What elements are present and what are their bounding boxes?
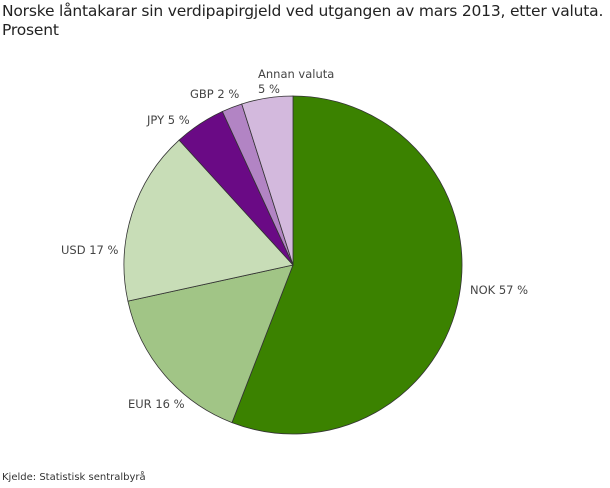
pie-slice-annan-valuta [241, 95, 294, 266]
source-note: Kjelde: Statistisk sentralbyrå [2, 472, 146, 483]
pie-slices [123, 95, 463, 435]
label-annan-line1: Annan valuta [258, 67, 334, 81]
label-annan-line2: 5 % [258, 82, 280, 96]
label-jpy: JPY 5 % [146, 113, 190, 127]
label-eur: EUR 16 % [128, 397, 185, 411]
label-gbp: GBP 2 % [190, 87, 239, 101]
pie-slice-usd [123, 139, 294, 302]
label-usd: USD 17 % [61, 243, 119, 257]
pie-slice-nok [231, 95, 463, 435]
chart-title: Norske låntakarar sin verdipapirgjeld ve… [2, 2, 604, 39]
pie-slice-eur [127, 264, 294, 424]
label-nok: NOK 57 % [470, 283, 528, 297]
